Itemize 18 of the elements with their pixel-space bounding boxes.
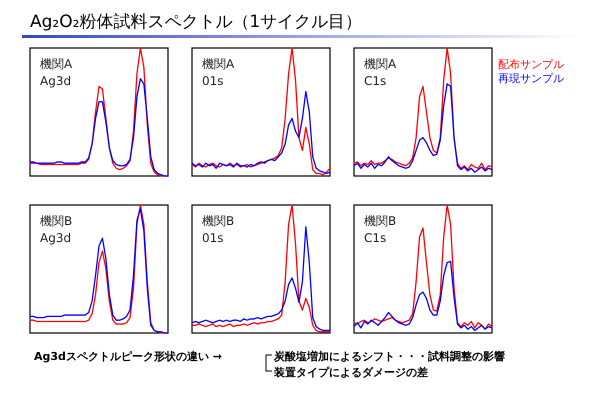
- text: Ag3d: [40, 74, 72, 88]
- text: Ag3d: [40, 231, 72, 245]
- text: Ag₂O₂粉体試料スペクトル（1サイクル目）: [30, 12, 362, 32]
- text: 炭酸塩増加によるシフト・・・試料調整の影響: [273, 350, 505, 363]
- text: 機関A: [202, 57, 235, 71]
- text: 01s: [202, 74, 224, 88]
- text: 機関B: [364, 214, 396, 228]
- text: C1s: [364, 231, 386, 245]
- text: 機関A: [40, 57, 73, 71]
- text: 装置タイプによるダメージの差: [273, 366, 428, 379]
- text: Ag3dスペクトルピーク形状の違い →: [34, 350, 222, 363]
- text: 01s: [202, 231, 224, 245]
- text: 機関B: [202, 214, 234, 228]
- text: 配布サンプル: [498, 58, 564, 71]
- text: C1s: [364, 74, 386, 88]
- text: 再現サンプル: [498, 72, 564, 85]
- text: 機関B: [40, 214, 72, 228]
- text: 機関A: [364, 57, 397, 71]
